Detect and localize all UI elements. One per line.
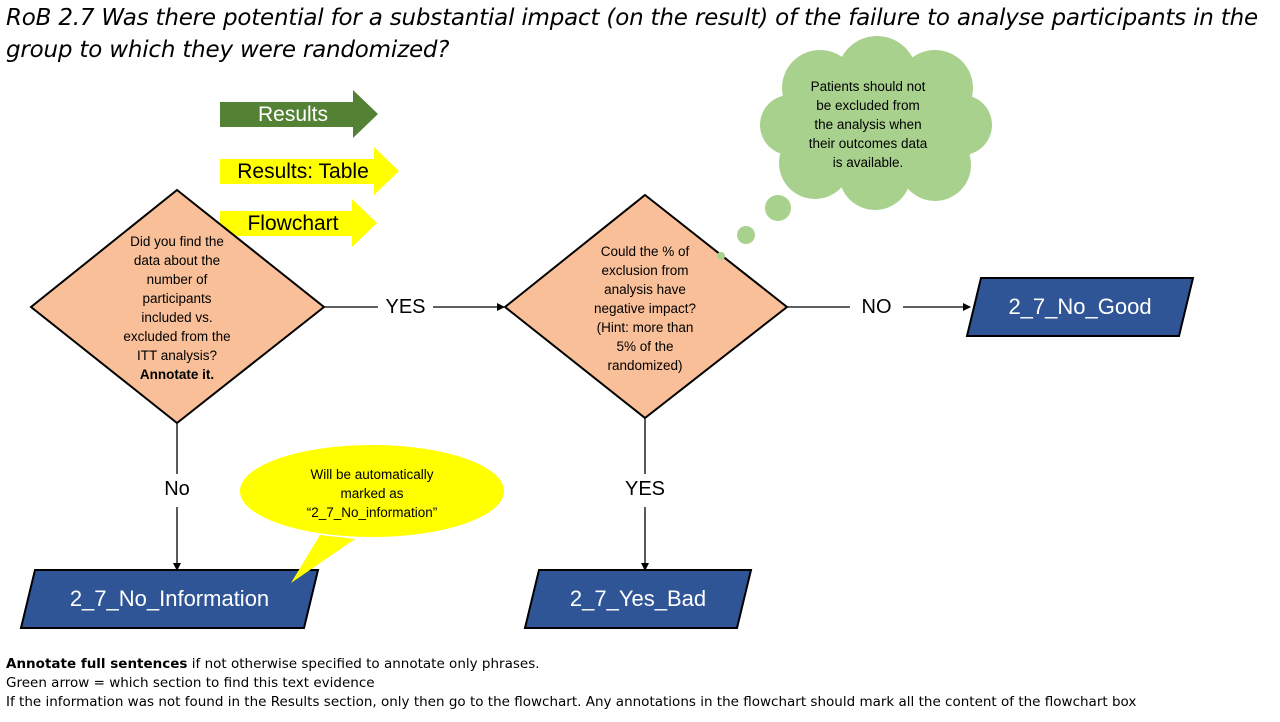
- terminal-yes-bad-shape: [523, 569, 753, 629]
- speech-bubble-text: Will be automatically marked as “2_7_No_…: [262, 462, 482, 524]
- speech-bubble-line: Will be automatically: [310, 466, 434, 482]
- flowchart-arrow-label: Flowchart: [247, 212, 339, 235]
- results-arrow-label: Results: [257, 103, 329, 126]
- note-line-3: If the information was not found in the …: [6, 694, 1137, 710]
- decision-1-diamond: [29, 188, 326, 425]
- thought-cloud-line: the analysis when: [814, 116, 922, 132]
- terminal-no-good-shape: [965, 277, 1195, 337]
- decision-2-line: randomized): [607, 357, 683, 373]
- edge-label-d1-no: No: [164, 477, 190, 500]
- decision-1-line: data about the: [133, 253, 221, 268]
- edge-label-d1-yes: YES: [385, 295, 426, 318]
- decision-2-text: Could the % of exclusion from analysis h…: [565, 238, 725, 378]
- speech-bubble-line: “2_7_No_information”: [306, 504, 438, 520]
- terminal-no-good: 2_7_No_Good: [1008, 294, 1152, 319]
- speech-bubble-shape: [291, 535, 355, 583]
- decision-1-line: participants: [142, 291, 212, 306]
- terminal-yes-bad: 2_7_Yes_Bad: [569, 586, 707, 611]
- edge-label-d2-yes: YES: [624, 477, 666, 500]
- speech-bubble-line: marked as: [340, 485, 404, 501]
- results-table-arrow-shape: [220, 147, 399, 195]
- page-title: RoB 2.7 Was there potential for a substa…: [6, 5, 1258, 63]
- note-line-2: Green arrow = which section to find this…: [6, 675, 375, 691]
- flowchart-arrow-shape: [220, 199, 377, 247]
- decision-2-line: analysis have: [604, 281, 686, 297]
- thought-cloud-line: their outcomes data: [808, 135, 928, 151]
- decision-1-line: number of: [146, 272, 208, 287]
- terminal-no-information: 2_7_No_Information: [69, 586, 270, 611]
- thought-cloud-line: is available.: [832, 154, 904, 170]
- decision-2-line: Could the % of: [600, 243, 690, 259]
- decision-2-line: exclusion from: [601, 262, 689, 278]
- thought-cloud-line: Patients should not: [810, 78, 926, 94]
- decision-2-line: negative impact?: [593, 300, 697, 316]
- speech-bubble-body: [240, 445, 504, 537]
- note-line-1-bold: Annotate full sentences: [6, 656, 188, 672]
- decision-1-line: Did you find the: [130, 234, 224, 249]
- results-table-arrow-label: Results: Table: [237, 160, 369, 183]
- decision-2-line: (Hint: more than: [596, 319, 694, 335]
- note-line-1-rest: if not otherwise specified to annotate o…: [187, 656, 540, 672]
- thought-cloud-text: Patients should not be excluded from the…: [778, 74, 958, 174]
- decision-1-text: Did you find the data about the number o…: [97, 228, 257, 388]
- edge-label-d2-no: NO: [861, 295, 892, 318]
- decision-1-emphasis: Annotate it.: [139, 367, 215, 382]
- decision-2-diamond: [503, 193, 789, 420]
- thought-cloud-line: be excluded from: [816, 97, 920, 113]
- decision-2-line: 5% of the: [616, 338, 674, 354]
- results-arrow-shape: [220, 90, 378, 138]
- decision-1-line: included vs.: [141, 310, 213, 325]
- thought-cloud-shape: [717, 36, 992, 260]
- decision-1-line: ITT analysis?: [136, 348, 218, 363]
- decision-1-line: excluded from the: [123, 329, 231, 344]
- terminal-no-information-shape: [19, 569, 320, 629]
- note-line-1: Annotate full sentences if not otherwise…: [6, 655, 540, 674]
